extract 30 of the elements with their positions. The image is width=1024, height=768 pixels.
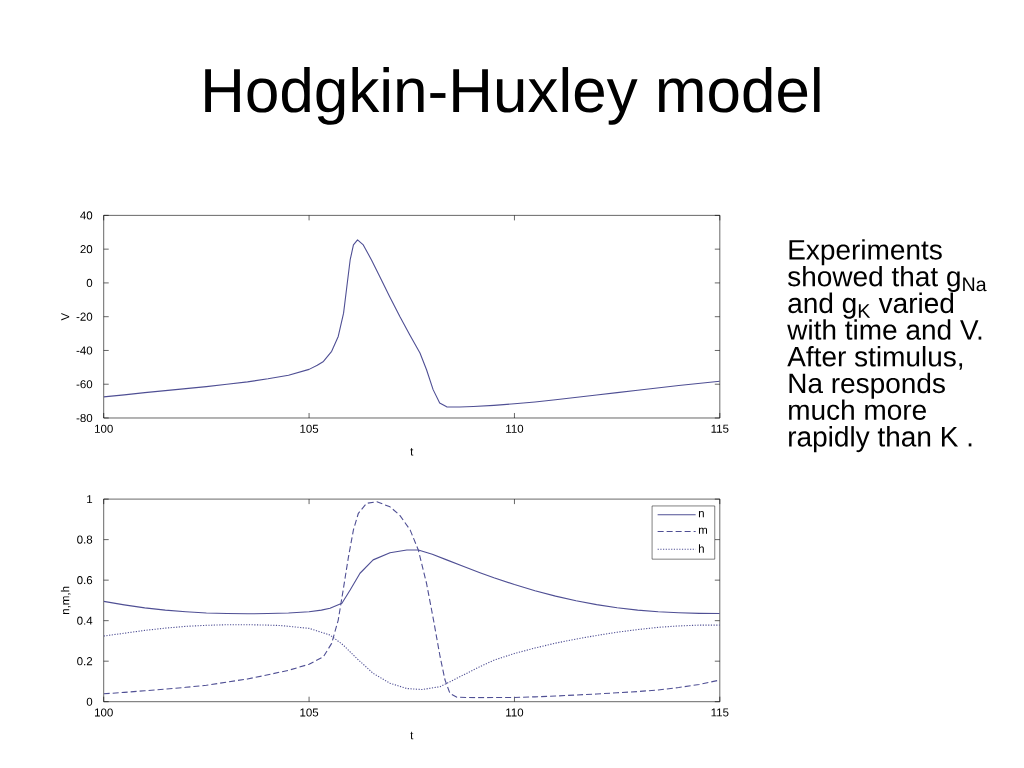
text: Experiments showed that g$_{Na}$ and g$_{K}$ varied with time and V. After stimulus, Na responds much more rapidly than K . [787,239,987,453]
y-axis-title: V [61,312,70,321]
y-tick-label: -40 [76,346,93,355]
y-tick-label: 0.8 [77,535,93,544]
legend-label: m [698,527,707,534]
y-tick-label: 20 [80,245,93,254]
chart-title: Hodgkin-Huxley model [205,67,820,125]
x-tick-label: 110 [506,424,524,433]
y-tick-label: 0.4 [77,616,93,625]
y-tick-label: -80 [76,413,93,423]
y-tick-label: -60 [76,380,93,389]
legend-label: h [698,544,704,553]
x-axis-title: t [410,731,414,740]
x-tick-label: 110 [506,708,524,717]
x-tick-label: 115 [711,424,729,433]
x-axis-title: t [410,448,414,456]
y-tick-label: 0.2 [77,657,93,666]
y-tick-label: 0.6 [77,576,93,585]
y-tick-label: -20 [76,312,93,321]
y-tick-label: 40 [80,211,93,220]
x-tick-label: 105 [300,708,319,717]
y-tick-label: 1 [87,495,93,504]
y-tick-label: 0 [86,697,93,706]
x-tick-label: 115 [711,708,729,717]
legend-label: n [698,510,704,518]
y-tick-label: 0 [86,278,93,287]
x-tick-label: 105 [300,424,319,433]
y-axis-title: n,m,h [60,586,71,615]
x-tick-label: 100 [94,424,113,433]
x-tick-label: 100 [94,708,113,717]
